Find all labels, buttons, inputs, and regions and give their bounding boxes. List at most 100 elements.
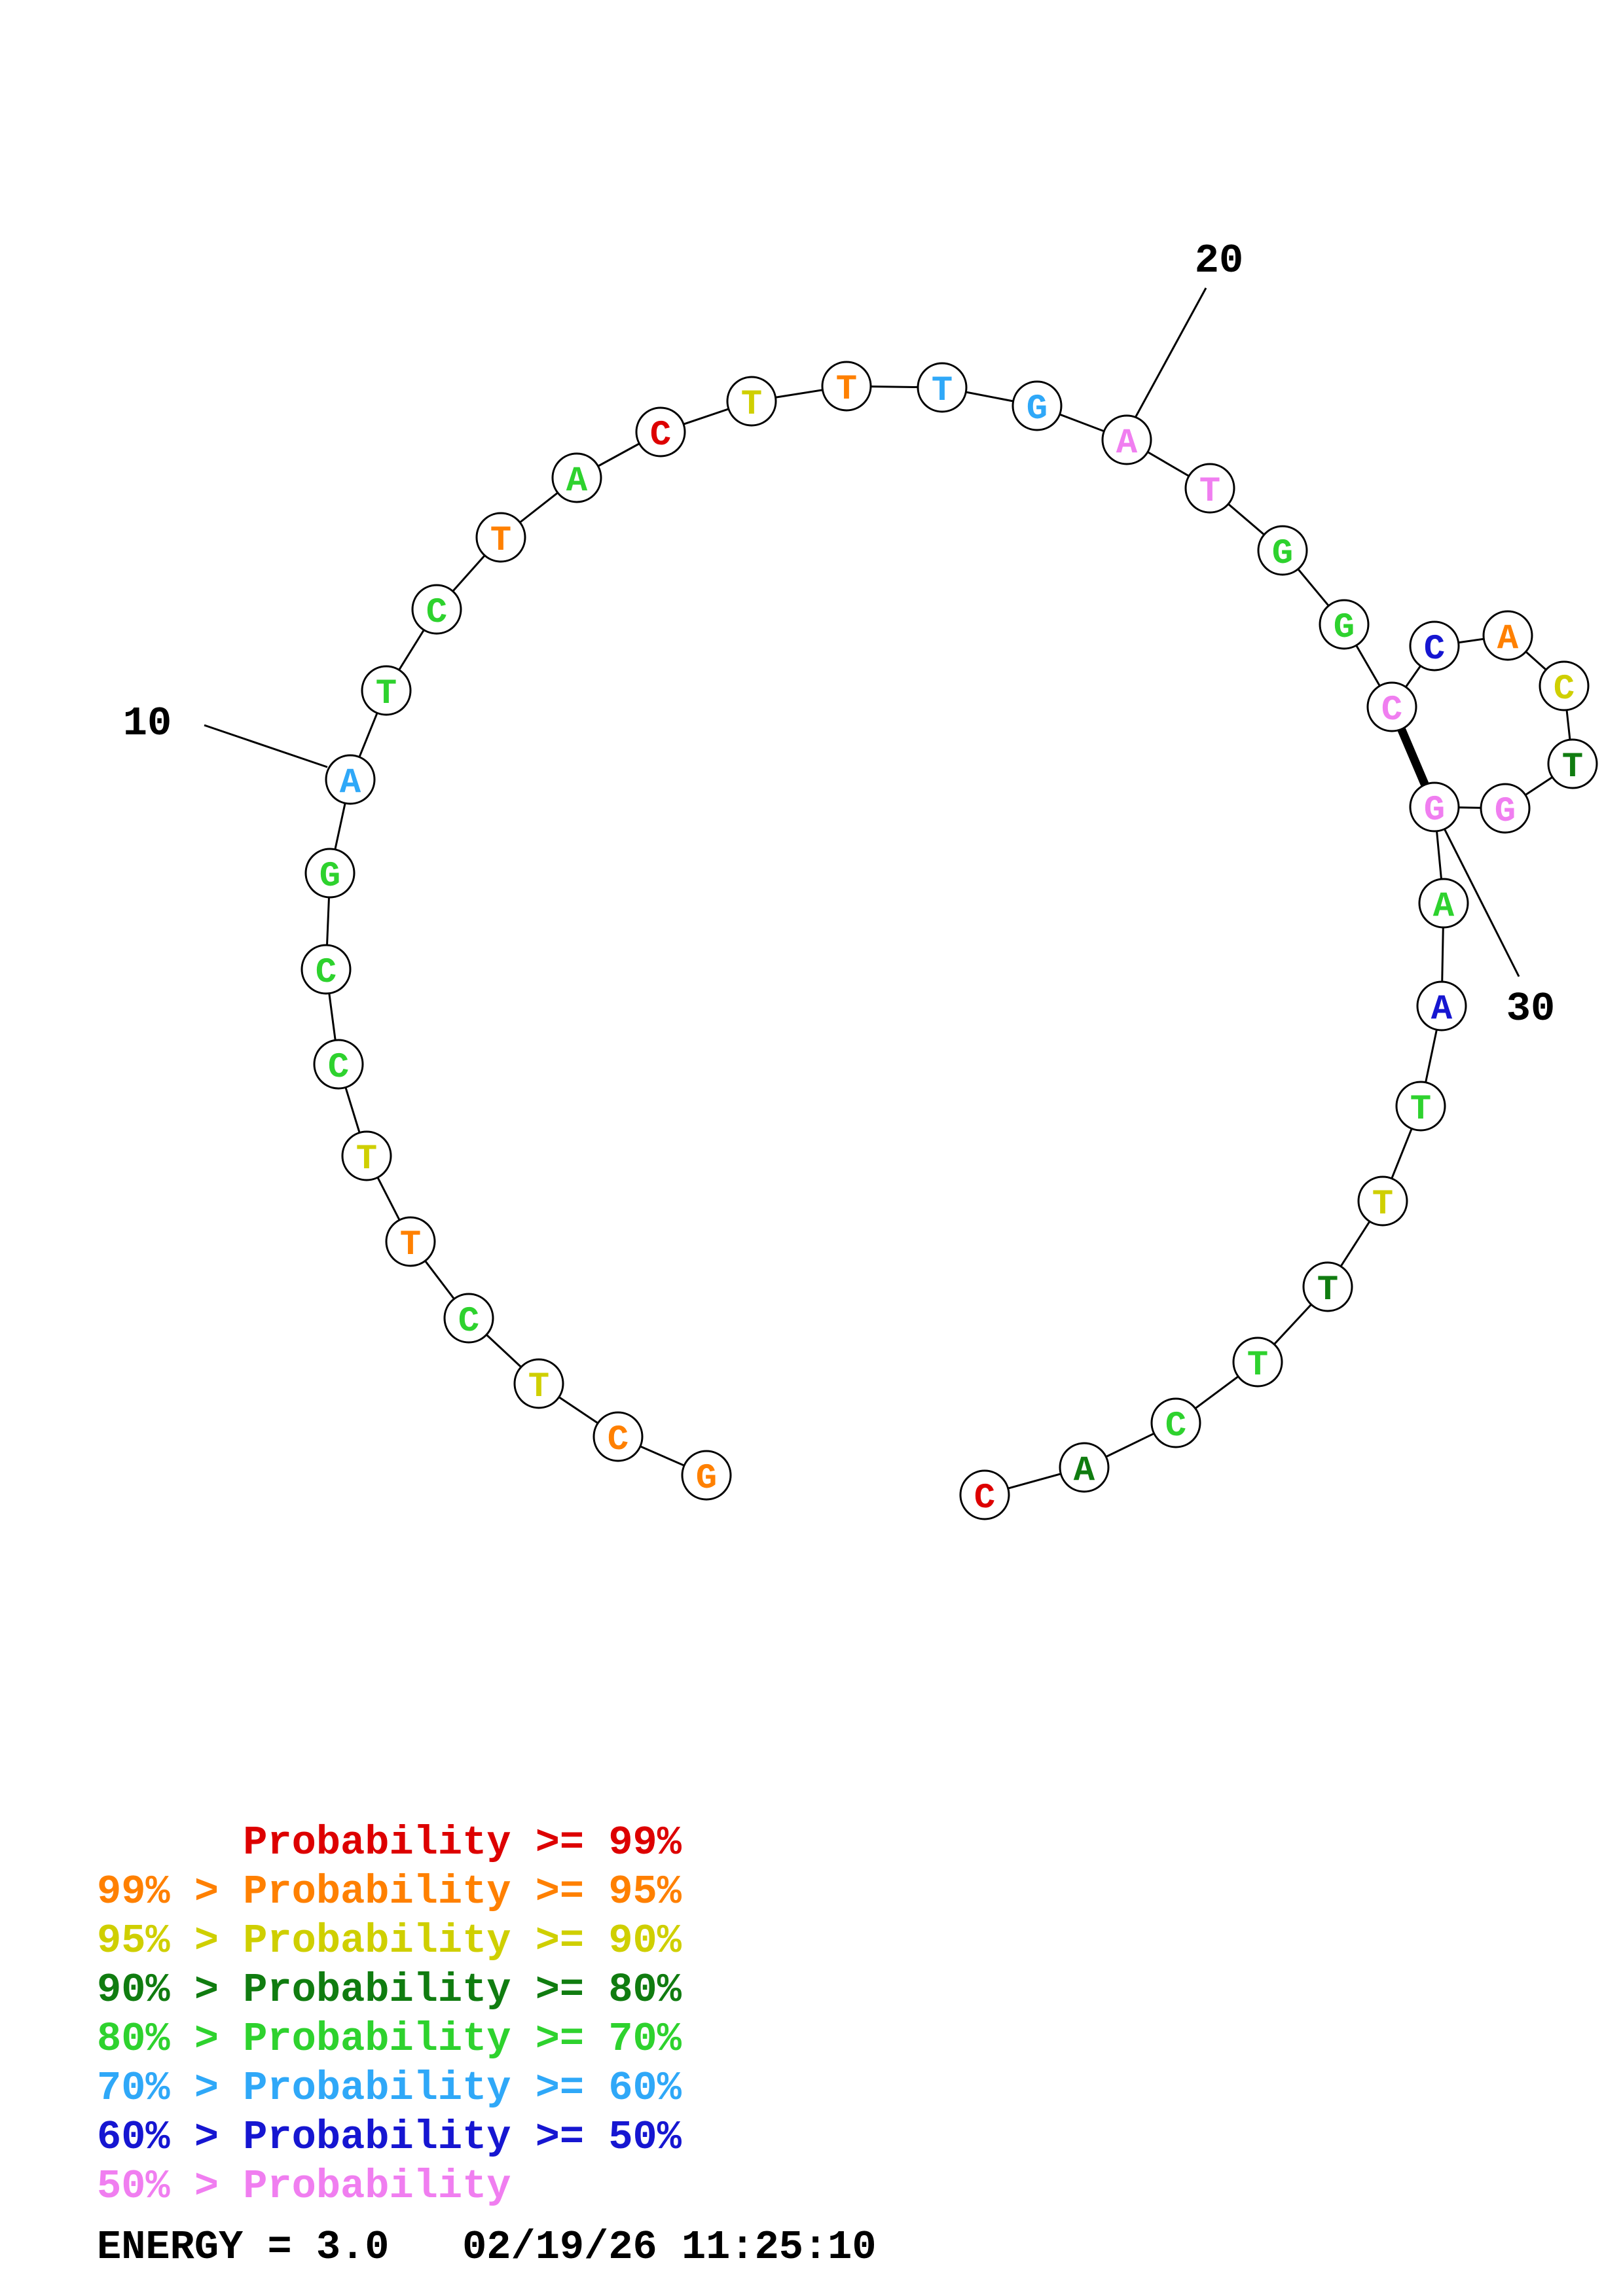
nucleotide-30-G: G <box>1409 781 1460 833</box>
nucleotide-circle <box>513 1358 564 1409</box>
nucleotide-base-letter: T <box>1199 472 1220 512</box>
nucleotide-31-A: A <box>1418 878 1469 929</box>
nucleotide-base-letter: T <box>1317 1270 1338 1310</box>
nucleotide-base-letter: T <box>1562 747 1583 787</box>
nucleotide-circle <box>1257 525 1308 576</box>
nucleotide-11-T: T <box>361 665 412 716</box>
nucleotide-21-T: T <box>1184 463 1235 514</box>
nucleotide-base-letter: C <box>974 1479 995 1518</box>
nucleotide-circle <box>1418 878 1469 929</box>
nucleotide-circle <box>821 361 872 412</box>
nucleotide-circle <box>475 512 526 563</box>
nucleotide-circle <box>635 406 686 457</box>
nucleotide-circle <box>1059 1442 1110 1493</box>
nucleotide-base-letter: T <box>1410 1090 1431 1130</box>
nucleotide-base-letter: A <box>340 763 361 803</box>
position-label-30: 30 <box>1506 986 1555 1032</box>
nucleotide-circle <box>1539 660 1590 711</box>
nucleotide-26-A: A <box>1482 610 1533 661</box>
nucleotide-19-G: G <box>1012 380 1063 431</box>
nucleotide-base-letter: T <box>356 1139 377 1179</box>
nucleotide-15-C: C <box>635 406 686 457</box>
nucleotide-circle <box>385 1216 436 1267</box>
legend-entry-7: 50% > Probability <box>97 2163 511 2210</box>
nucleotide-35-T: T <box>1302 1261 1353 1312</box>
nucleotide-base-letter: C <box>1165 1407 1186 1446</box>
nucleotide-23-G: G <box>1319 599 1370 650</box>
nucleotide-circle <box>593 1411 644 1462</box>
nucleotide-circle <box>1319 599 1370 650</box>
nucleotide-base-letter: T <box>490 521 511 561</box>
nucleotide-circle <box>551 452 602 503</box>
nucleotide-6-T: T <box>341 1130 392 1181</box>
nucleotide-base-letter: C <box>1424 630 1445 670</box>
nucleotide-base-letter: T <box>932 371 953 411</box>
energy-status-line: ENERGY = 3.0 02/19/26 11:25:10 <box>97 2224 877 2270</box>
nucleotide-base-letter: T <box>528 1367 549 1407</box>
nucleotide-base-letter: A <box>1433 887 1455 927</box>
nucleotide-base-letter: C <box>458 1302 479 1342</box>
nucleotide-circle <box>1366 681 1417 732</box>
nucleotide-base-letter: A <box>566 461 588 501</box>
nucleotide-base-letter: G <box>319 857 340 897</box>
nucleotide-27-C: C <box>1539 660 1590 711</box>
legend-entry-3: 90% > Probability >= 80% <box>97 1967 682 2013</box>
nucleotide-circle <box>1416 980 1467 1031</box>
nucleotide-base-letter: G <box>1027 389 1048 429</box>
nucleotide-3-T: T <box>513 1358 564 1409</box>
label-pointer-line <box>1133 287 1207 420</box>
nucleotide-16-T: T <box>726 376 777 427</box>
nucleotide-base-letter: C <box>608 1420 629 1460</box>
nucleotide-5-T: T <box>385 1216 436 1267</box>
nucleotide-base-letter: A <box>1497 619 1519 659</box>
nucleotide-37-C: C <box>1150 1397 1201 1448</box>
nucleotide-circle <box>341 1130 392 1181</box>
nucleotide-base-letter: A <box>1074 1451 1095 1491</box>
nucleotide-circle <box>1150 1397 1201 1448</box>
nucleotide-25-C: C <box>1409 620 1460 672</box>
nucleotide-36-T: T <box>1232 1336 1283 1388</box>
nucleotide-circle <box>1395 1081 1446 1132</box>
nucleotide-base-letter: T <box>1372 1185 1393 1225</box>
nucleotide-circle <box>301 944 352 995</box>
nucleotide-base-letter: G <box>1495 792 1516 832</box>
position-label-10: 10 <box>123 700 172 747</box>
nucleotide-circle <box>1547 738 1598 789</box>
nucleotide-circle <box>1482 610 1533 661</box>
nucleotide-39-C: C <box>959 1469 1010 1520</box>
nucleotide-13-T: T <box>475 512 526 563</box>
nucleotide-base-letter: G <box>1424 791 1445 831</box>
nucleotide-circle <box>1184 463 1235 514</box>
probability-legend: Probability >= 99% 99% > Probability >= 9… <box>97 1818 682 2211</box>
nucleotide-34-T: T <box>1357 1175 1408 1227</box>
nucleotide-circle <box>1409 781 1460 833</box>
nucleotide-base-letter: A <box>1431 990 1453 1030</box>
nucleotide-base-letter: T <box>1247 1346 1268 1386</box>
position-label-20: 20 <box>1195 238 1243 284</box>
nucleotide-10-A: A <box>325 754 376 805</box>
nucleotide-8-C: C <box>301 944 352 995</box>
nucleotide-base-letter: G <box>1334 608 1355 648</box>
nucleotide-circle <box>1302 1261 1353 1312</box>
nucleotide-circle <box>1409 620 1460 672</box>
nucleotide-12-C: C <box>411 584 462 635</box>
nucleotide-circle <box>1480 783 1531 834</box>
nucleotide-base-letter: C <box>316 953 337 993</box>
nucleotide-29-G: G <box>1480 783 1531 834</box>
nucleotide-28-T: T <box>1547 738 1598 789</box>
nucleotide-18-T: T <box>917 362 968 413</box>
nucleotide-base-letter: C <box>426 593 447 633</box>
nucleotide-7-C: C <box>313 1039 364 1090</box>
nucleotide-base-letter: T <box>836 370 857 410</box>
nucleotide-base-letter: C <box>650 416 671 456</box>
legend-entry-4: 80% > Probability >= 70% <box>97 2016 682 2062</box>
nucleotide-32-A: A <box>1416 980 1467 1031</box>
nucleotide-base-letter: G <box>1272 534 1293 574</box>
nucleotide-circle <box>313 1039 364 1090</box>
nucleotide-circle <box>304 848 356 899</box>
nucleotide-circle <box>959 1469 1010 1520</box>
nucleotide-circle <box>1357 1175 1408 1227</box>
nucleotide-base-letter: T <box>376 674 397 714</box>
nucleotide-4-C: C <box>443 1293 494 1344</box>
nucleotide-circle <box>411 584 462 635</box>
